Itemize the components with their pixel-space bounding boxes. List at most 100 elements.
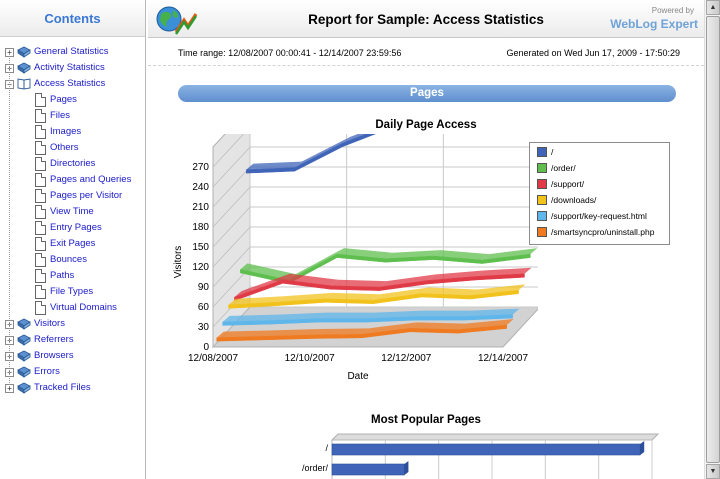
series-ribbon-top (385, 250, 441, 259)
scroll-up-button[interactable]: ▲ (706, 0, 720, 15)
series-segment (458, 324, 507, 334)
page-icon (35, 93, 46, 107)
toc-item-label[interactable]: Virtual Domains (50, 302, 117, 313)
series-segment (313, 334, 362, 339)
toc-item-tracked-files[interactable]: + Tracked Files (0, 380, 146, 396)
series-ribbon-top (270, 312, 327, 321)
toc-item-referrers[interactable]: + Referrers (0, 332, 146, 348)
legend-item: /downloads/ (537, 194, 669, 210)
toc-item-label[interactable]: Entry Pages (50, 222, 102, 233)
series-ribbon-top (476, 267, 532, 277)
toc-item-virtual-domains[interactable]: Virtual Domains (0, 300, 146, 316)
book-icon (17, 318, 31, 330)
toc-item-label[interactable]: Pages per Visitor (50, 190, 123, 201)
series-ribbon-top (361, 322, 418, 335)
toc-item-label[interactable]: Others (50, 142, 79, 153)
daily-page-access-chart: 0 30 60 90 120 150 180 210 240 270 12/08/2007 12/10… (173, 134, 538, 382)
toc-item-activity-statistics[interactable]: + Activity Statistics (0, 60, 146, 76)
toc-item-label[interactable]: Bounces (50, 254, 87, 265)
page-icon (35, 301, 46, 315)
toc-item-browsers[interactable]: + Browsers (0, 348, 146, 364)
series-order (240, 248, 538, 284)
toc-item-label[interactable]: View Time (50, 206, 94, 217)
series-segment (415, 316, 465, 321)
toc-pane: Contents + General Statistics + Activity St… (0, 0, 146, 479)
toc-item-visitors[interactable]: + Visitors (0, 316, 146, 332)
series-ribbon-top (410, 322, 466, 330)
series-ribbon-top (464, 308, 520, 317)
toc-item-label[interactable]: Images (50, 126, 82, 137)
series-ribbon-top (313, 328, 369, 335)
chart-top-wall (330, 433, 660, 441)
toc-title: Contents (44, 11, 101, 26)
toc-header: Contents (0, 0, 145, 37)
chart-legend: / /order/ /support/ /downloads/ /support/key… (529, 142, 670, 245)
series-segment (481, 253, 531, 264)
toc-item-errors[interactable]: + Errors (0, 364, 146, 380)
x-tick-label: 12/10/2007 (285, 353, 335, 364)
scroll-thumb[interactable] (706, 16, 720, 463)
toc-item-pages-per-visitor[interactable]: Pages per Visitor (0, 188, 146, 204)
legend-label: /support/key-request.html (551, 211, 647, 221)
toc-item-view-time[interactable]: View Time (0, 204, 146, 220)
series-ribbon-top (282, 273, 339, 286)
series-ribbon-top (373, 287, 429, 301)
scroll-down-button[interactable]: ▼ (706, 464, 720, 479)
series-ribbon-top (288, 248, 345, 281)
open-book-icon (17, 78, 31, 90)
toc-item-label[interactable]: Activity Statistics (34, 62, 105, 73)
series-ribbon-top (470, 284, 526, 296)
brand-logo[interactable]: WebLog Expert (610, 17, 698, 31)
legend-swatch (537, 195, 547, 205)
toc-item-label[interactable]: Referrers (34, 334, 74, 345)
vertical-scrollbar[interactable]: ▲ ▼ (704, 0, 720, 479)
series-ribbon-top (427, 270, 484, 281)
toc-item-label[interactable]: Browsers (34, 350, 74, 361)
toc-item-entry-pages[interactable]: Entry Pages (0, 220, 146, 236)
toc-item-label[interactable]: File Types (50, 286, 94, 297)
toc-item-label[interactable]: Exit Pages (50, 238, 96, 249)
toc-item-bounces[interactable]: Bounces (0, 252, 146, 268)
toc-item-access-statistics[interactable]: − Access Statistics (0, 76, 146, 92)
toc-item-label[interactable]: Directories (50, 158, 96, 169)
series-smartsyncpro-uninstall-php (216, 319, 514, 342)
toc-item-others[interactable]: Others (0, 140, 146, 156)
toc-item-files[interactable]: Files (0, 108, 146, 124)
y-tick-label: 210 (192, 202, 209, 213)
toc-item-general-statistics[interactable]: + General Statistics (0, 44, 146, 60)
toc-item-exit-pages[interactable]: Exit Pages (0, 236, 146, 252)
toc-item-pages[interactable]: Pages (0, 92, 146, 108)
toc-item-paths[interactable]: Paths (0, 268, 146, 284)
toc-item-images[interactable]: Images (0, 124, 146, 140)
x-tick-label: 12/12/2007 (381, 353, 431, 364)
page-icon (35, 189, 46, 203)
toc-item-file-types[interactable]: File Types (0, 284, 146, 300)
legend-swatch (537, 227, 547, 237)
toc-item-pages-and-queries[interactable]: Pages and Queries (0, 172, 146, 188)
series-ribbon-top (421, 287, 478, 296)
series-ribbon-top (222, 314, 278, 322)
toc-item-directories[interactable]: Directories (0, 156, 146, 172)
book-icon (17, 382, 31, 394)
legend-label: /support/ (551, 179, 585, 189)
gridline (212, 146, 251, 188)
gridline (212, 226, 251, 268)
gridline (212, 186, 251, 228)
y-tick-label: 270 (192, 162, 209, 173)
toc-item-label[interactable]: Files (50, 110, 71, 121)
series-ribbon-top (379, 274, 435, 288)
toc-item-label[interactable]: Pages (50, 94, 77, 105)
series-ribbon-top (458, 319, 514, 330)
toc-item-label[interactable]: General Statistics (34, 46, 109, 57)
toc-item-label[interactable]: Paths (50, 270, 75, 281)
y-tick-label: 60 (198, 302, 210, 313)
toc-item-label[interactable]: Access Statistics (34, 78, 106, 89)
legend-label: /smartsyncpro/uninstall.php (551, 227, 655, 237)
toc-item-label[interactable]: Errors (34, 366, 60, 377)
page-icon (35, 109, 46, 123)
series-ribbon-top (482, 248, 538, 261)
toc-item-label[interactable]: Pages and Queries (50, 174, 132, 185)
toc-item-label[interactable]: Tracked Files (34, 382, 91, 393)
toc-item-label[interactable]: Visitors (34, 318, 65, 329)
series-segment (319, 318, 368, 323)
